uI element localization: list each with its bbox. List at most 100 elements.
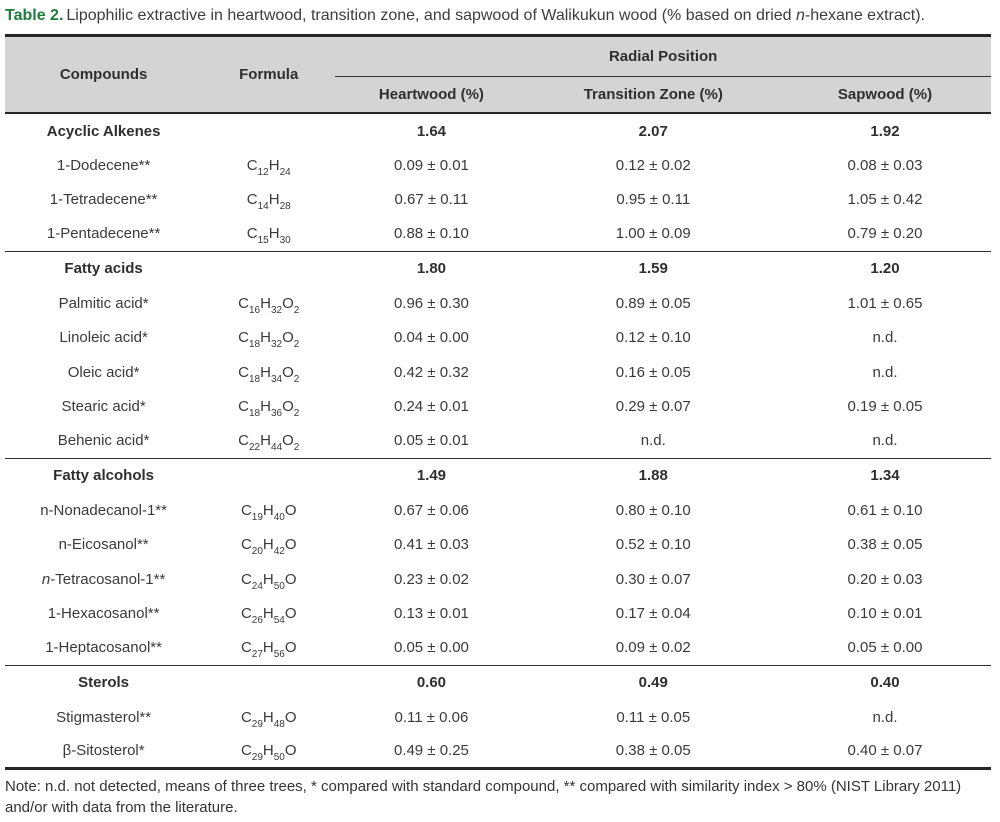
section-header-row: Sterols 0.60 0.49 0.40	[5, 664, 991, 700]
value-cell: 0.11 ± 0.06	[394, 708, 469, 726]
formula-cell: C29H48O	[240, 708, 297, 730]
value-cell: 0.67 ± 0.11	[394, 191, 469, 209]
compound-row: 1-Pentadecene** C15H30 0.88 ± 0.10 1.00 ± 0…	[5, 217, 991, 252]
section-total-cell: 1.34	[778, 457, 991, 493]
compound-cell: 1-Tetradecene**	[49, 191, 158, 209]
value-cell: 0.17 ± 0.04	[615, 605, 691, 623]
compound-cell: Linoleic acid*	[59, 329, 148, 347]
formula-cell	[202, 113, 335, 148]
value-cell: 0.12 ± 0.02	[615, 156, 691, 174]
formula-cell	[202, 250, 336, 286]
value-cell: 1.05 ± 0.42	[847, 191, 923, 209]
compound-cell: 1-Heptacosanol**	[45, 639, 162, 657]
value-cell: 0.96 ± 0.30	[393, 294, 469, 312]
formula-cell: C26H54O	[240, 605, 297, 627]
section-total-cell: 1.64	[416, 122, 447, 140]
header-row-top: Compounds Formula Radial Position	[5, 35, 991, 114]
value-cell: 0.38 ± 0.05	[847, 536, 923, 554]
value-cell: 0.09 ± 0.01	[393, 156, 469, 174]
value-cell: 0.05 ± 0.00	[393, 639, 469, 657]
value-cell: 0.24 ± 0.01	[393, 398, 469, 416]
section-name-cell: Sterols	[5, 664, 203, 700]
formula-cell: C18H36O2	[238, 398, 300, 420]
table-caption: Table 2. Lipophilic extractive in heartwo…	[5, 6, 991, 27]
formula-cell	[202, 664, 336, 700]
value-cell: 0.13 ± 0.01	[393, 605, 469, 623]
compound-row: Oleic acid* C18H34O2 0.42 ± 0.32 0.16 ± 0.0…	[5, 355, 991, 390]
formula-cell	[202, 457, 336, 493]
formula-cell: C18H32O2	[238, 329, 300, 351]
caption-segment: n	[796, 7, 805, 24]
compound-row: n-Tetracosanol-1** C24H50O 0.23 ± 0.02 0.30…	[5, 562, 991, 597]
formula-cell: C29H50O	[240, 742, 297, 764]
col-header-heartwood: Heartwood (%)	[335, 76, 528, 114]
section-total-cell: 0.40	[778, 664, 991, 700]
section-total-cell: 1.20	[778, 250, 991, 286]
section-total-cell: 0.60	[335, 664, 528, 700]
compound-row: Behenic acid* C22H44O2 0.05 ± 0.01 n.d. n.d.	[5, 424, 991, 459]
col-header-radial-position: Radial Position	[335, 35, 991, 77]
section-name-cell: Fatty alcohols	[5, 457, 203, 493]
table-caption-text: Lipophilic extractive in heartwood, tran…	[66, 7, 925, 24]
caption-segment: Lipophilic extractive in heartwood, tran…	[66, 7, 796, 24]
value-cell: 0.41 ± 0.03	[393, 536, 469, 554]
compound-cell: 1-Hexacosanol**	[47, 605, 160, 623]
value-cell: 0.89 ± 0.05	[615, 294, 691, 312]
value-cell: 0.95 ± 0.11	[616, 191, 691, 209]
compound-cell: Behenic acid*	[57, 432, 150, 450]
compound-cell: n-Nonadecanol-1**	[40, 501, 167, 519]
compound-cell: 1-Dodecene**	[56, 156, 151, 174]
value-cell: 0.16 ± 0.05	[615, 363, 691, 381]
compound-row: Palmitic acid* C16H32O2 0.96 ± 0.30 0.89 ± …	[5, 286, 991, 321]
formula-cell: C24H50O	[240, 570, 297, 592]
value-cell: n.d.	[872, 329, 898, 347]
compound-cell: Stigmasterol**	[56, 708, 152, 726]
section-name-cell: Fatty acids	[5, 250, 203, 286]
value-cell: n.d.	[872, 708, 898, 726]
compound-cell: Palmitic acid*	[58, 294, 149, 312]
value-cell: 0.04 ± 0.00	[393, 329, 469, 347]
value-cell: 0.23 ± 0.02	[393, 570, 469, 588]
value-cell: 0.08 ± 0.03	[847, 156, 923, 174]
formula-cell: C27H56O	[240, 639, 297, 661]
value-cell: 0.49 ± 0.25	[393, 742, 469, 760]
section-total-cell: 2.07	[638, 122, 668, 140]
section-header-row: Fatty alcohols 1.49 1.88 1.34	[5, 457, 991, 493]
col-header-sapwood: Sapwood (%)	[778, 76, 991, 114]
header-row-sub: Heartwood (%) Transition Zone (%) Sapwoo…	[5, 76, 991, 114]
section-total-cell: 0.49	[527, 664, 779, 700]
value-cell: 0.79 ± 0.20	[847, 225, 923, 243]
formula-cell: C15H30	[246, 225, 291, 247]
section-total-cell: 1.49	[335, 457, 528, 493]
value-cell: 0.30 ± 0.07	[615, 570, 691, 588]
extractives-table: Compounds Formula Radial Position Heartw…	[5, 33, 991, 771]
value-cell: 0.05 ± 0.01	[393, 432, 469, 450]
formula-cell: C19H40O	[240, 501, 297, 523]
formula-cell: C12H24	[246, 156, 291, 178]
table-caption-label: Table 2.	[5, 7, 64, 24]
section-total-cell: 1.92	[870, 122, 900, 140]
value-cell: n.d.	[640, 432, 666, 450]
formula-cell: C20H42O	[240, 536, 297, 558]
section-total-cell: 1.59	[527, 250, 779, 286]
value-cell: 0.12 ± 0.10	[615, 329, 691, 347]
compound-row: Stearic acid* C18H36O2 0.24 ± 0.01 0.29 ± 0…	[5, 389, 991, 424]
compound-row: β-Sitosterol* C29H50O 0.49 ± 0.25 0.38 ± 0.…	[5, 734, 991, 769]
caption-segment: -hexane extract).	[804, 7, 925, 24]
compound-row: Stigmasterol** C29H48O 0.11 ± 0.06 0.11 ± 0…	[5, 700, 991, 735]
compound-row: Linoleic acid* C18H32O2 0.04 ± 0.00 0.12 ± …	[5, 320, 991, 355]
section-header-row: Acyclic Alkenes 1.64 2.07 1.92	[5, 113, 991, 148]
value-cell: 0.42 ± 0.32	[393, 363, 469, 381]
value-cell: 0.11 ± 0.05	[616, 708, 691, 726]
col-header-compounds: Compounds	[5, 35, 203, 114]
section-header-row: Fatty acids 1.80 1.59 1.20	[5, 250, 991, 286]
compound-cell: Oleic acid*	[67, 363, 140, 381]
compound-row: 1-Hexacosanol** C26H54O 0.13 ± 0.01 0.17 ± …	[5, 596, 991, 631]
value-cell: 0.52 ± 0.10	[615, 536, 691, 554]
compound-cell: n-Eicosanol**	[58, 536, 149, 554]
formula-cell: C22H44O2	[238, 432, 300, 454]
value-cell: 0.38 ± 0.05	[615, 742, 691, 760]
section-total-cell: 1.80	[335, 250, 528, 286]
compound-cell: 1-Pentadecene**	[46, 225, 161, 243]
